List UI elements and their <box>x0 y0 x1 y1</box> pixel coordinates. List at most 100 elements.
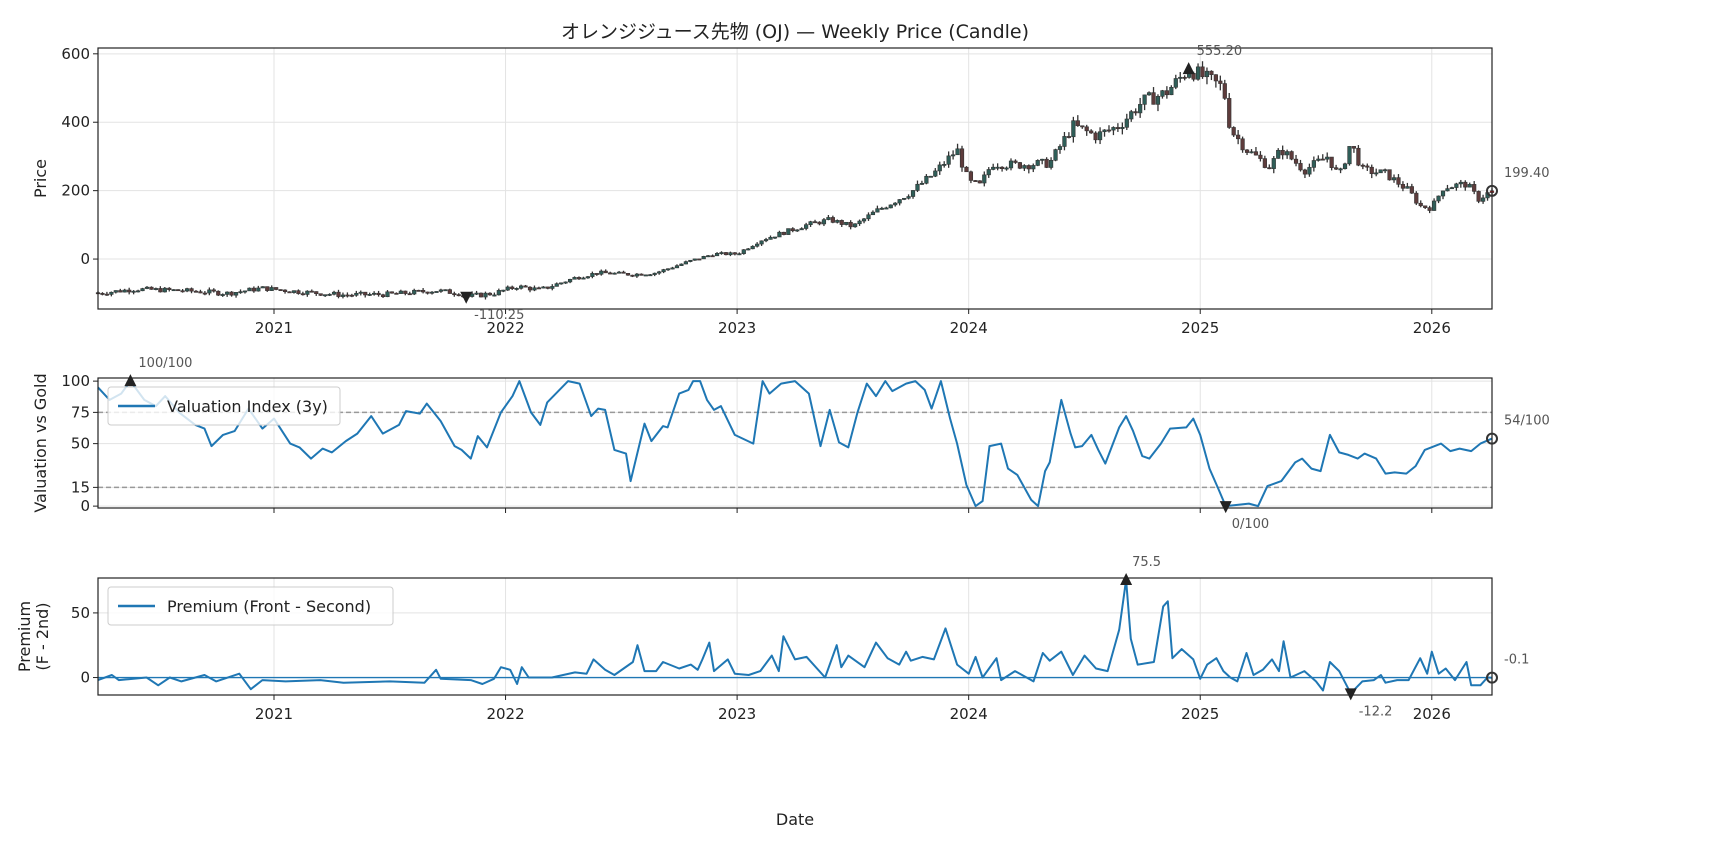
candle-body <box>399 291 403 294</box>
candle-body <box>746 249 750 250</box>
candle-body <box>849 222 853 227</box>
candle-body <box>631 275 635 276</box>
candle-body <box>1192 73 1196 79</box>
y-axis-label: Valuation vs Gold <box>31 373 50 512</box>
candle-body <box>248 288 252 291</box>
candle-body <box>608 273 612 274</box>
candle-body <box>1263 159 1267 168</box>
min-annotation-label: 0/100 <box>1232 517 1269 532</box>
candle-body <box>323 295 327 296</box>
candle-body <box>1098 132 1102 140</box>
candle-body <box>1045 159 1049 167</box>
candle-body <box>1383 170 1387 171</box>
candle-body <box>546 287 550 289</box>
candle-body <box>172 290 176 291</box>
plot-border <box>98 48 1492 309</box>
candle-body <box>640 274 644 275</box>
candle-body <box>791 229 795 231</box>
candle-body <box>1107 130 1111 131</box>
x-tick-label: 2022 <box>486 705 524 723</box>
candle-body <box>1459 182 1463 184</box>
candle-body <box>208 290 212 293</box>
candle-body <box>978 181 982 183</box>
candle-body <box>524 286 528 287</box>
x-tick-label: 2023 <box>718 319 756 337</box>
candle-body <box>617 272 621 273</box>
candle-body <box>279 290 283 291</box>
candle-body <box>332 292 336 294</box>
candle-body <box>760 241 764 244</box>
candle-body <box>243 291 247 292</box>
candle-body <box>742 250 746 254</box>
candle-body <box>1165 91 1169 95</box>
candle-body <box>1268 168 1272 169</box>
candle-body <box>368 294 372 295</box>
candle-body <box>1299 163 1303 170</box>
candle-body <box>377 293 381 295</box>
candle-body <box>956 149 960 155</box>
candle-body <box>591 273 595 276</box>
candle-body <box>265 287 269 291</box>
candle-body <box>261 287 265 288</box>
candle-body <box>711 256 715 257</box>
candle-body <box>991 167 995 169</box>
candle-body <box>194 291 198 292</box>
y-tick-label: 0 <box>80 669 90 687</box>
candle-body <box>159 288 163 292</box>
candle-body <box>1103 130 1107 132</box>
candle-body <box>203 293 207 294</box>
candle-body <box>475 293 479 294</box>
candle-body <box>902 198 906 199</box>
candle-body <box>1014 161 1018 163</box>
candle-body <box>1161 91 1165 97</box>
candle-body <box>885 208 889 209</box>
candle-body <box>1397 178 1401 185</box>
candle-body <box>559 283 563 284</box>
candle-body <box>862 219 866 221</box>
candle-body <box>1441 191 1445 196</box>
candle-body <box>867 215 871 219</box>
min-marker <box>1220 501 1232 513</box>
candle-body <box>974 180 978 181</box>
candle-body <box>1219 81 1223 84</box>
candle-body <box>1072 121 1076 137</box>
y-tick-label: 75 <box>71 403 90 421</box>
candle-body <box>542 287 546 288</box>
candle-body <box>190 289 194 292</box>
x-tick-label: 2026 <box>1413 705 1451 723</box>
candle-body <box>1036 160 1040 165</box>
candle-body <box>1281 150 1285 155</box>
candle-body <box>720 252 724 253</box>
candle-body <box>1410 187 1414 194</box>
candle-body <box>439 290 443 292</box>
candle-body <box>386 292 390 297</box>
candle-body <box>297 291 301 294</box>
candle-body <box>813 222 817 223</box>
x-tick-label: 2024 <box>950 705 988 723</box>
y-tick-label: 50 <box>71 435 90 453</box>
candle-body <box>1388 170 1392 180</box>
candle-body <box>346 295 350 296</box>
candle-body <box>1058 146 1062 149</box>
candle-body <box>733 253 737 255</box>
y-tick-label: 600 <box>61 45 90 63</box>
candle-body <box>506 287 510 290</box>
candle-body <box>1325 157 1329 159</box>
candle-body <box>515 288 519 289</box>
candle-body <box>778 232 782 237</box>
candle-body <box>951 155 955 156</box>
candle-body <box>123 290 127 292</box>
x-tick-label: 2024 <box>950 319 988 337</box>
candle-body <box>715 253 719 256</box>
candle-body <box>933 171 937 176</box>
y-tick-label: 15 <box>71 478 90 496</box>
candle-body <box>1334 168 1338 169</box>
min-marker <box>1345 688 1357 700</box>
last-annotation-label: 199.40 <box>1504 166 1550 181</box>
candle-body <box>1406 187 1410 189</box>
candle-body <box>1009 161 1013 168</box>
candle-body <box>800 229 804 230</box>
